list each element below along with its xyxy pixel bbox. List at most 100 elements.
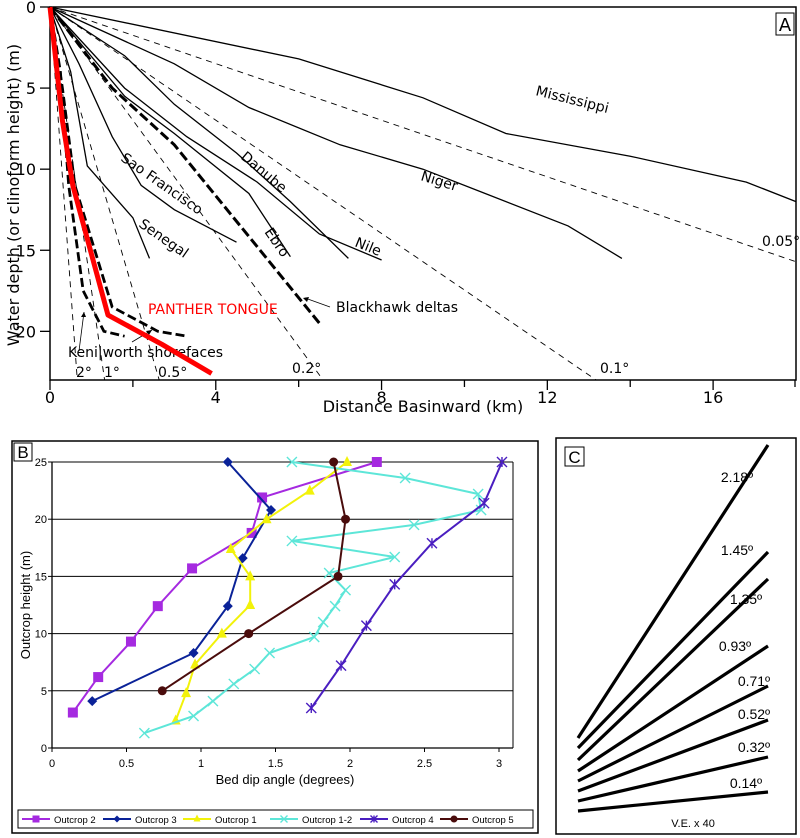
x-tick-label: 1.5 bbox=[268, 758, 283, 770]
y-tick-label: 20 bbox=[35, 514, 47, 526]
y-tick-label: 20 bbox=[16, 322, 36, 341]
reference-slope-label: 0.1° bbox=[600, 361, 629, 377]
reference-slope-line bbox=[49, 6, 324, 381]
river-label: Danube bbox=[237, 149, 289, 196]
diamond-marker bbox=[87, 696, 98, 707]
legend-item: Outcrop 4 bbox=[360, 815, 434, 826]
x-marker bbox=[408, 519, 420, 531]
reference-slope-label: 0.2° bbox=[292, 361, 321, 377]
panel-b-label: B bbox=[17, 443, 28, 462]
square-marker bbox=[187, 563, 198, 574]
river-label: Sao Francisco bbox=[118, 150, 206, 218]
panel-b-series bbox=[67, 456, 508, 739]
triangle-marker bbox=[181, 687, 192, 698]
asterisk-marker bbox=[426, 537, 438, 549]
panel-b-frame bbox=[11, 440, 539, 834]
square-marker bbox=[93, 672, 104, 683]
x-marker bbox=[228, 678, 240, 690]
reference-slope-line bbox=[49, 6, 597, 381]
diamond-marker bbox=[222, 457, 233, 467]
legend-item: Outcrop 1-2 bbox=[270, 815, 352, 826]
river-profile-senegal bbox=[49, 6, 151, 259]
arrowhead bbox=[146, 330, 152, 335]
river-profile-ebro bbox=[49, 6, 291, 258]
series-line bbox=[91, 461, 273, 703]
series-outcrop-4 bbox=[305, 456, 508, 714]
river-profile-niger bbox=[49, 6, 623, 259]
dip-line bbox=[577, 684, 769, 783]
reference-slope-line bbox=[49, 6, 78, 381]
circle-marker bbox=[157, 686, 167, 696]
diamond-marker bbox=[222, 601, 233, 612]
river-label: Mississippi bbox=[534, 83, 610, 117]
asterisk-marker bbox=[305, 702, 317, 714]
panel-b: B 0 0.5 1 1.5 2 2.5 3 0 5 10 15 20 25 Bed dip angle … bbox=[11, 440, 539, 834]
square-marker bbox=[67, 707, 78, 718]
asterisk-marker bbox=[370, 815, 378, 823]
square-marker bbox=[32, 815, 40, 823]
x-marker bbox=[308, 631, 320, 643]
dip-line bbox=[577, 790, 769, 813]
legend-label: Outcrop 2 bbox=[54, 815, 96, 826]
x-marker bbox=[286, 535, 298, 547]
panel-a: 2° 1° 0.5° 0.2° 0.1° 0.05° Mississippi Niger Da… bbox=[4, 0, 800, 416]
y-tick-label: 10 bbox=[35, 629, 47, 641]
x-marker bbox=[323, 567, 335, 579]
panel-a-label: A bbox=[779, 15, 792, 36]
x-tick-label: 3 bbox=[496, 758, 502, 770]
x-marker bbox=[389, 551, 401, 563]
river-profile-nile bbox=[49, 6, 382, 261]
reference-slope-label: 1° bbox=[104, 365, 120, 381]
square-marker bbox=[246, 527, 257, 538]
vertical-exaggeration-note: V.E. x 40 bbox=[671, 818, 715, 830]
series-outcrop-3 bbox=[87, 457, 277, 707]
series-outcrop-5 bbox=[157, 457, 351, 696]
x-tick-label: 4 bbox=[211, 388, 221, 407]
panel-b-y-axis-title: Outcrop height (m) bbox=[18, 551, 33, 659]
triangle-marker bbox=[190, 658, 201, 669]
y-tick-label: 10 bbox=[16, 160, 36, 179]
x-marker bbox=[472, 488, 484, 500]
triangle-marker bbox=[193, 814, 201, 822]
panel-c-dip-lines: 2.18º 1.45º 1.35º 0.93º 0.71º 0.52º 0.32º 0.14º bbox=[576, 444, 770, 813]
y-tick-label: 0 bbox=[26, 0, 36, 17]
triangle-marker bbox=[225, 542, 236, 553]
x-tick-label: 2 bbox=[347, 758, 353, 770]
legend-item: Outcrop 1 bbox=[183, 814, 257, 826]
dip-line bbox=[576, 577, 770, 762]
circle-marker bbox=[244, 629, 254, 639]
reference-slope-lines: 2° 1° 0.5° 0.2° 0.1° 0.05° bbox=[49, 6, 800, 381]
panel-a-label-box bbox=[775, 12, 795, 36]
river-profile-danube bbox=[49, 6, 349, 259]
y-tick-label: 15 bbox=[16, 241, 36, 260]
river-profile-sao-francisco bbox=[49, 6, 237, 243]
circle-marker bbox=[329, 457, 339, 467]
reference-slope-label: 2° bbox=[76, 365, 92, 381]
x-marker bbox=[207, 695, 219, 707]
circle-marker bbox=[333, 571, 343, 581]
dip-label: 0.32º bbox=[738, 739, 770, 755]
circle-marker bbox=[341, 514, 351, 524]
x-tick-label: 16 bbox=[703, 388, 723, 407]
panel-b-legend-items: Outcrop 2 Outcrop 3 Outcrop 1 Outcrop 1-2 Ou… bbox=[22, 814, 514, 826]
x-marker bbox=[286, 456, 298, 468]
asterisk-marker bbox=[496, 456, 508, 468]
y-tick-label: 0 bbox=[41, 743, 47, 755]
panther-tongue-line bbox=[47, 6, 213, 376]
legend-item: Outcrop 3 bbox=[103, 815, 177, 826]
y-tick-label: 25 bbox=[35, 457, 47, 469]
kenilworth-label: Keni|worth shorefaces bbox=[68, 345, 223, 361]
y-tick-label: 5 bbox=[41, 686, 47, 698]
dip-line bbox=[577, 755, 769, 803]
panel-c-frame bbox=[555, 437, 797, 835]
dip-label: 0.52º bbox=[738, 706, 770, 722]
panel-b-label-box bbox=[13, 442, 33, 462]
panel-c-label-box bbox=[564, 446, 585, 467]
x-tick-label: 0 bbox=[45, 388, 55, 407]
x-tick-label: 2.5 bbox=[417, 758, 432, 770]
dip-line bbox=[577, 644, 769, 773]
panel-a-axes: 0 4 8 12 16 0 5 10 15 20 bbox=[16, 0, 796, 407]
dip-label: 0.14º bbox=[730, 775, 762, 791]
panel-a-frame bbox=[49, 6, 797, 381]
